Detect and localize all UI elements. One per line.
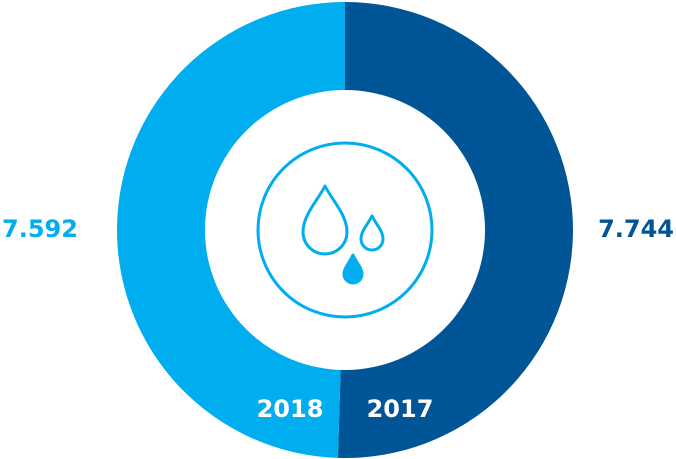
water-icon — [256, 141, 434, 319]
value-label: 7.592 — [2, 215, 78, 243]
category-label: 2017 — [367, 395, 434, 423]
category-label: 2018 — [257, 395, 324, 423]
value-label: 7.744 — [598, 215, 674, 243]
labels: 7.744 2017 7.592 2018 — [2, 215, 674, 423]
donut-hole — [205, 90, 485, 370]
